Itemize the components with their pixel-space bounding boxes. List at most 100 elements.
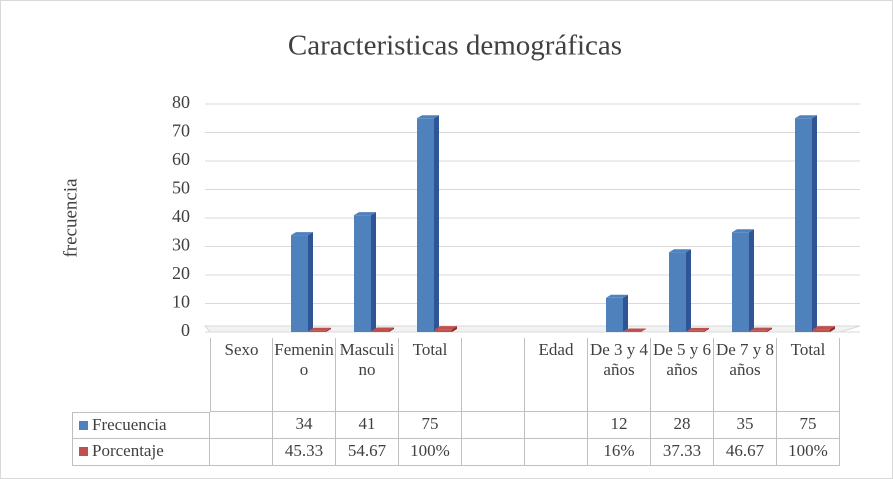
y-tick-label: 0: [181, 320, 190, 340]
bar-face: [669, 252, 686, 332]
bar-face: [687, 327, 709, 331]
bar-face: [308, 232, 313, 332]
y-tick-label: 70: [172, 121, 190, 141]
table-value: 100%: [777, 439, 840, 466]
legend-label: Frecuencia: [92, 415, 167, 434]
bar-face: [354, 212, 376, 216]
bar: [687, 327, 709, 332]
table-value: 75: [777, 412, 840, 439]
bar: [372, 327, 394, 332]
chart-title: Caracteristicas demográficas: [288, 30, 622, 62]
y-tick-label: 50: [172, 178, 190, 198]
bar-face: [641, 328, 646, 332]
category-label: Sexo: [210, 338, 273, 412]
bar: [291, 232, 313, 332]
bar-face: [606, 294, 628, 298]
table-value: 12: [588, 412, 651, 439]
bar-face: [389, 327, 394, 332]
bar-face: [354, 215, 371, 332]
bar: [732, 229, 754, 332]
bar: [417, 115, 439, 332]
bar-face: [750, 330, 767, 332]
y-tick-label: 10: [172, 292, 190, 312]
y-tick-label: 80: [172, 92, 190, 112]
y-tick-label: 40: [172, 206, 190, 226]
table-value: 41: [336, 412, 399, 439]
bar-face: [732, 232, 749, 332]
bar-face: [606, 297, 623, 332]
table-value: 28: [651, 412, 714, 439]
bar: [624, 328, 646, 332]
table-value: 75: [399, 412, 462, 439]
legend-swatch: [79, 421, 88, 430]
table-value: 54.67: [336, 439, 399, 466]
bar-face: [372, 327, 394, 331]
bar-face: [704, 327, 709, 332]
table-value: 35: [714, 412, 777, 439]
bar-face: [417, 118, 434, 332]
bar: [813, 326, 835, 332]
table-value: [210, 412, 273, 439]
bar-face: [749, 229, 754, 332]
y-tick-label: 60: [172, 149, 190, 169]
bar-face: [291, 235, 308, 332]
table-value: [525, 412, 588, 439]
bar-face: [830, 326, 835, 332]
y-tick-label: 30: [172, 235, 190, 255]
bar-face: [813, 329, 830, 332]
bar-face: [291, 232, 313, 236]
table-value: [462, 412, 525, 439]
bar-face: [452, 326, 457, 332]
bar-face: [624, 328, 646, 332]
table-legend: Porcentaje: [72, 439, 210, 466]
table-value: 37.33: [651, 439, 714, 466]
bar: [354, 212, 376, 332]
category-label: Total: [777, 338, 840, 412]
bar-face: [686, 249, 691, 332]
bar-face: [417, 115, 439, 119]
table-value: 46.67: [714, 439, 777, 466]
bar-face: [435, 329, 452, 332]
y-axis-label: frecuencia: [60, 178, 81, 258]
category-label: De 5 y 6 años: [651, 338, 714, 412]
bar-face: [371, 212, 376, 332]
bar-face: [795, 115, 817, 119]
bar: [606, 294, 628, 332]
bar-face: [372, 330, 389, 332]
bar-face: [309, 327, 331, 331]
bar-face: [326, 327, 331, 332]
legend-swatch: [79, 447, 88, 456]
category-label: De 7 y 8 años: [714, 338, 777, 412]
category-label: [462, 338, 525, 412]
legend-label: Porcentaje: [92, 441, 164, 460]
category-label: Masculino: [336, 338, 399, 412]
bar-face: [812, 115, 817, 332]
y-tick-label: 20: [172, 263, 190, 283]
category-label: Total: [399, 338, 462, 412]
bar-face: [434, 115, 439, 332]
table-value: 16%: [588, 439, 651, 466]
table-value: 45.33: [273, 439, 336, 466]
bar-face: [813, 326, 835, 330]
table-value: 34: [273, 412, 336, 439]
bar-face: [767, 327, 772, 332]
bar-face: [435, 326, 457, 330]
bar-face: [623, 294, 628, 332]
bar: [795, 115, 817, 332]
category-label: Femenino: [273, 338, 336, 412]
bar: [750, 327, 772, 332]
bar-face: [669, 249, 691, 253]
table-value: [210, 439, 273, 466]
bar: [669, 249, 691, 332]
bar: [309, 327, 331, 332]
bar-face: [732, 229, 754, 233]
bar: [435, 326, 457, 332]
category-label: De 3 y 4 años: [588, 338, 651, 412]
table-value: 100%: [399, 439, 462, 466]
bar-face: [750, 327, 772, 331]
category-label: Edad: [525, 338, 588, 412]
table-value: [525, 439, 588, 466]
bar-face: [309, 330, 326, 332]
